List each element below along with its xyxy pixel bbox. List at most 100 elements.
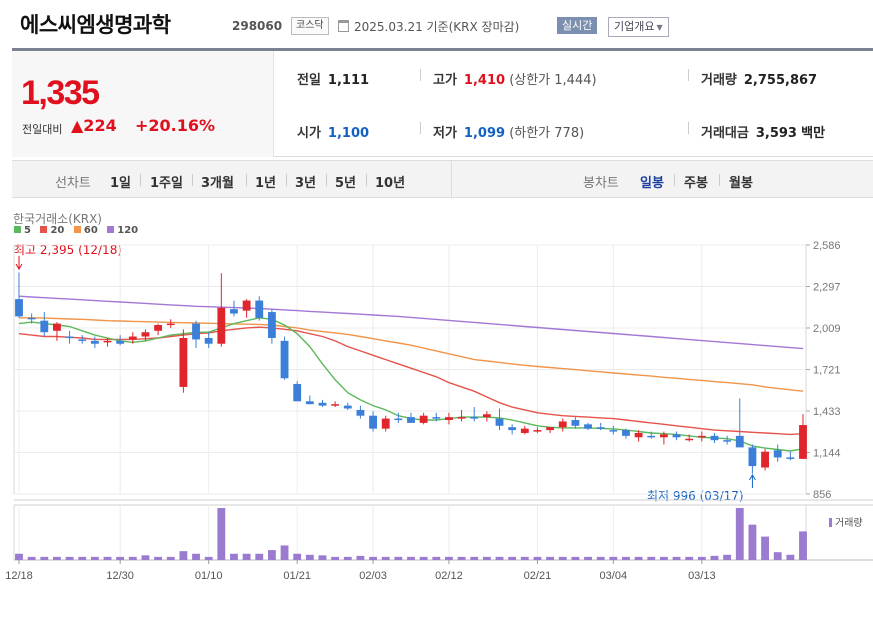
volume-bar [723,554,732,560]
lower-limit: (하한가 778) [509,126,585,141]
stock-candle-chart[interactable]: 2,586 2,297 2,009 1,721 1,433 1,144 856 12/18 12… [0,205,873,600]
candle-body [508,427,517,431]
realtime-button[interactable]: 실시간 [557,17,598,34]
candle-body [166,323,175,326]
candle-body [710,435,719,441]
volume-bar [166,556,175,560]
corp-overview-dropdown[interactable]: 기업개요 ▼ [608,17,669,37]
volume-bar [90,556,99,560]
volume-bar [761,536,769,560]
change-label: 전일대비 [22,123,63,136]
candle-body [280,340,289,379]
x-tick-label: 03/04 [600,570,628,582]
candle-body [27,317,36,320]
candle-body [394,418,403,421]
candle-body [255,300,264,318]
candle-body [116,340,125,344]
period-1d[interactable]: 1일 [110,176,132,191]
x-tick-label: 02/03 [359,570,387,582]
volume-bar [293,553,302,560]
volume-bar [622,556,630,560]
volume-value: 2,755,867 [743,73,818,88]
candle-body [78,339,87,341]
volume-bar [407,556,415,560]
period-3y[interactable]: 3년 [295,176,317,191]
volume-bar [584,556,592,560]
ma20-line [18,326,804,436]
divider [140,174,141,186]
volume-legend: 거래량 [829,514,863,529]
volume-bar [634,556,643,560]
candle-body [748,447,757,467]
period-10y[interactable]: 10년 [375,176,406,191]
volume-bar [204,556,213,560]
candle-body [773,450,782,458]
candle-body [558,421,567,428]
high-annotation: 최고 2,395 (12/18) [14,243,123,257]
volume-bar [217,508,226,560]
candle-body [546,427,555,431]
y-tick-label: 2,297 [813,282,841,294]
candle-body [432,417,441,419]
x-tick-label: 02/12 [435,570,463,582]
divider [246,174,247,186]
volume-bar [280,545,289,560]
change-percent: +20.16% [135,116,216,135]
volume-bar [179,551,188,560]
open-label: 시가 [297,126,321,141]
period-5y[interactable]: 5년 [335,176,357,191]
volume-bar [520,556,529,560]
chart-period-bar: 선차트 1일 1주일 3개월 1년 3년 5년 10년 봉차트 일봉 주봉 월봉 [12,160,873,198]
volume-bar [799,531,807,560]
x-tick-label: 03/13 [688,570,716,582]
candle-body [723,440,732,442]
volume-bar [609,556,618,560]
x-tick-label: 12/18 [5,570,33,582]
low-label: 저가 [433,126,457,141]
candle-body [419,415,428,423]
volume-bar [53,556,61,560]
volume-legend-label: 거래량 [835,518,863,529]
candle-chart-label: 봉차트 [583,176,619,191]
upper-limit: (상한가 1,444) [509,73,597,88]
divider [192,174,193,186]
candle-body [217,307,226,344]
current-price-panel: 1,335 전일대비 ▲224 +20.16% [12,51,274,157]
legend-ma5: 5 [14,225,31,236]
candle-body [305,401,314,405]
period-1w[interactable]: 1주일 [150,176,183,191]
volume: 거래량 2,755,867 [701,69,817,88]
candle-body [242,300,251,311]
period-monthly[interactable]: 월봉 [729,176,753,191]
candle-body [154,325,163,331]
line-chart-label: 선차트 [55,176,91,191]
period-weekly[interactable]: 주봉 [684,176,708,191]
period-3m[interactable]: 3개월 [201,176,234,191]
data-source-label: 한국거래소(KRX) [13,212,102,226]
price-summary: 1,335 전일대비 ▲224 +20.16% 전일 1,111 고가 1,410 … [12,51,873,157]
divider [719,174,720,186]
volume-bar [710,555,719,560]
candle-body [293,384,302,402]
candle-body [179,337,188,387]
divider [326,174,327,186]
x-tick-label: 01/21 [283,570,311,582]
y-tick-label: 1,144 [813,448,841,460]
volume-bar [773,552,782,560]
volume-bar [508,556,517,560]
volume-bar [470,556,479,560]
volume-bar [331,556,340,560]
candle-body [128,336,137,340]
volume-bar [533,556,542,560]
ma60-line [19,317,804,392]
candle-body [230,309,238,314]
period-daily[interactable]: 일봉 [640,176,664,191]
divider [688,122,689,134]
volume-bar [748,524,757,560]
volume-bar [457,556,466,560]
divider [688,69,689,81]
volume-bar [596,556,605,560]
period-1y[interactable]: 1년 [255,176,277,191]
high-value: 1,410 [463,73,506,88]
amount-unit: 백만 [801,126,826,141]
